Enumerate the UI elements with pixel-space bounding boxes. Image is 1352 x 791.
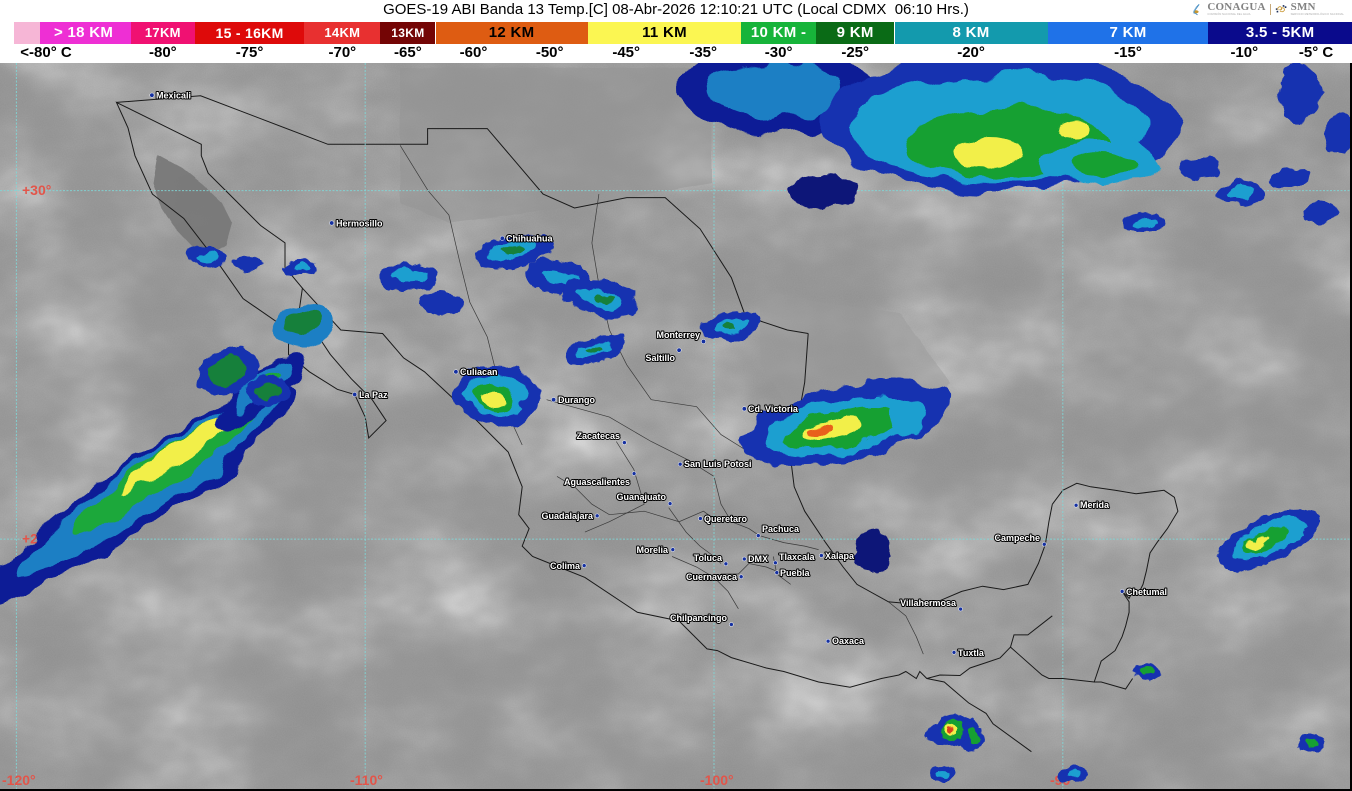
svg-text:Merida: Merida bbox=[1080, 500, 1110, 510]
svg-text:DMX: DMX bbox=[748, 554, 768, 564]
svg-text:San Luis Potosi: San Luis Potosi bbox=[684, 459, 752, 469]
svg-text:Tuxtla: Tuxtla bbox=[958, 648, 985, 658]
svg-text:Pachuca: Pachuca bbox=[762, 524, 800, 534]
svg-text:Tlaxcala: Tlaxcala bbox=[779, 552, 816, 562]
svg-text:Saltillo: Saltillo bbox=[645, 353, 675, 363]
svg-text:Queretaro: Queretaro bbox=[704, 514, 748, 524]
svg-text:Mexicali: Mexicali bbox=[156, 91, 191, 101]
svg-text:Aguascalientes: Aguascalientes bbox=[564, 477, 630, 487]
svg-text:Hermosillo: Hermosillo bbox=[336, 218, 383, 228]
svg-text:Monterrey: Monterrey bbox=[656, 330, 700, 340]
svg-text:La Paz: La Paz bbox=[359, 390, 388, 400]
svg-text:Toluca: Toluca bbox=[694, 553, 723, 563]
svg-text:-100°: -100° bbox=[700, 772, 734, 788]
svg-text:+30°: +30° bbox=[22, 182, 51, 198]
svg-text:Cd. Victoria: Cd. Victoria bbox=[748, 404, 799, 414]
svg-text:Morelia: Morelia bbox=[636, 545, 669, 555]
svg-text:Campeche: Campeche bbox=[994, 533, 1040, 543]
svg-text:Chilpancingo: Chilpancingo bbox=[670, 613, 727, 623]
svg-text:Culiacan: Culiacan bbox=[460, 367, 498, 377]
svg-text:Guadalajara: Guadalajara bbox=[541, 511, 594, 521]
svg-text:Cuernavaca: Cuernavaca bbox=[686, 572, 738, 582]
svg-text:Chihuahua: Chihuahua bbox=[506, 234, 553, 244]
svg-text:Chetumal: Chetumal bbox=[1126, 587, 1167, 597]
svg-text:-120°: -120° bbox=[2, 772, 36, 788]
svg-text:Xalapa: Xalapa bbox=[825, 551, 855, 561]
svg-text:Guanajuato: Guanajuato bbox=[616, 492, 666, 502]
svg-text:-110°: -110° bbox=[350, 772, 383, 788]
svg-text:Oaxaca: Oaxaca bbox=[832, 636, 865, 646]
svg-text:Durango: Durango bbox=[558, 395, 596, 405]
svg-text:Zacatecas: Zacatecas bbox=[576, 431, 620, 441]
svg-text:Colima: Colima bbox=[550, 561, 581, 571]
svg-text:Puebla: Puebla bbox=[780, 568, 811, 578]
svg-text:Villahermosa: Villahermosa bbox=[900, 598, 957, 608]
